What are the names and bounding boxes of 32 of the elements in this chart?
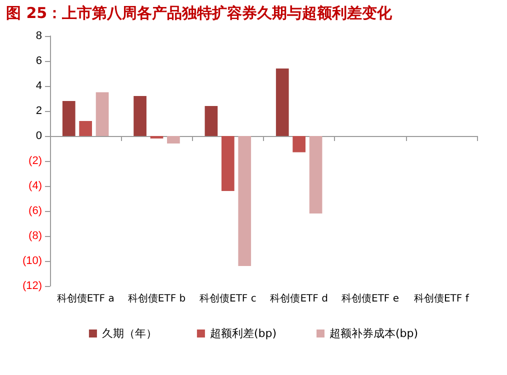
x-tick-label: 科创债ETF d [270, 292, 328, 304]
bar [167, 136, 180, 144]
y-tick-label: 6 [36, 55, 42, 67]
x-tick-label: 科创债ETF a [56, 292, 114, 304]
bar [292, 136, 306, 152]
y-tick-label: 2 [36, 105, 42, 117]
bar [309, 136, 322, 214]
y-tick-label: 8 [36, 30, 42, 42]
legend-label: 久期（年） [102, 327, 157, 340]
x-tick-label: 科创债ETF e [341, 292, 400, 304]
x-tick-label: 科创债ETF f [414, 292, 470, 304]
bar [204, 106, 218, 136]
bar [238, 136, 252, 266]
x-tick-label: 科创债ETF b [128, 292, 186, 304]
y-tick-label: (2) [28, 155, 42, 167]
bar [276, 68, 289, 136]
bar [96, 92, 109, 136]
x-tick-label: 科创债ETF c [199, 292, 256, 304]
y-tick-label: (10) [22, 255, 42, 267]
y-tick-label: 4 [36, 80, 42, 92]
legend-label: 超额补券成本(bp) [330, 327, 418, 340]
legend-label: 超额利差(bp) [210, 327, 277, 340]
chart-title: 图 25：上市第八周各产品独特扩容券久期与超额利差变化 [6, 4, 392, 23]
y-tick-label: (12) [22, 280, 42, 292]
bar [221, 136, 234, 191]
bar [62, 101, 76, 136]
y-tick-label: (4) [28, 180, 42, 192]
bar [134, 96, 146, 136]
bar [79, 121, 92, 136]
y-tick-label: 0 [36, 130, 42, 142]
y-tick-label: (8) [28, 230, 42, 242]
y-tick-label: (6) [28, 205, 42, 217]
